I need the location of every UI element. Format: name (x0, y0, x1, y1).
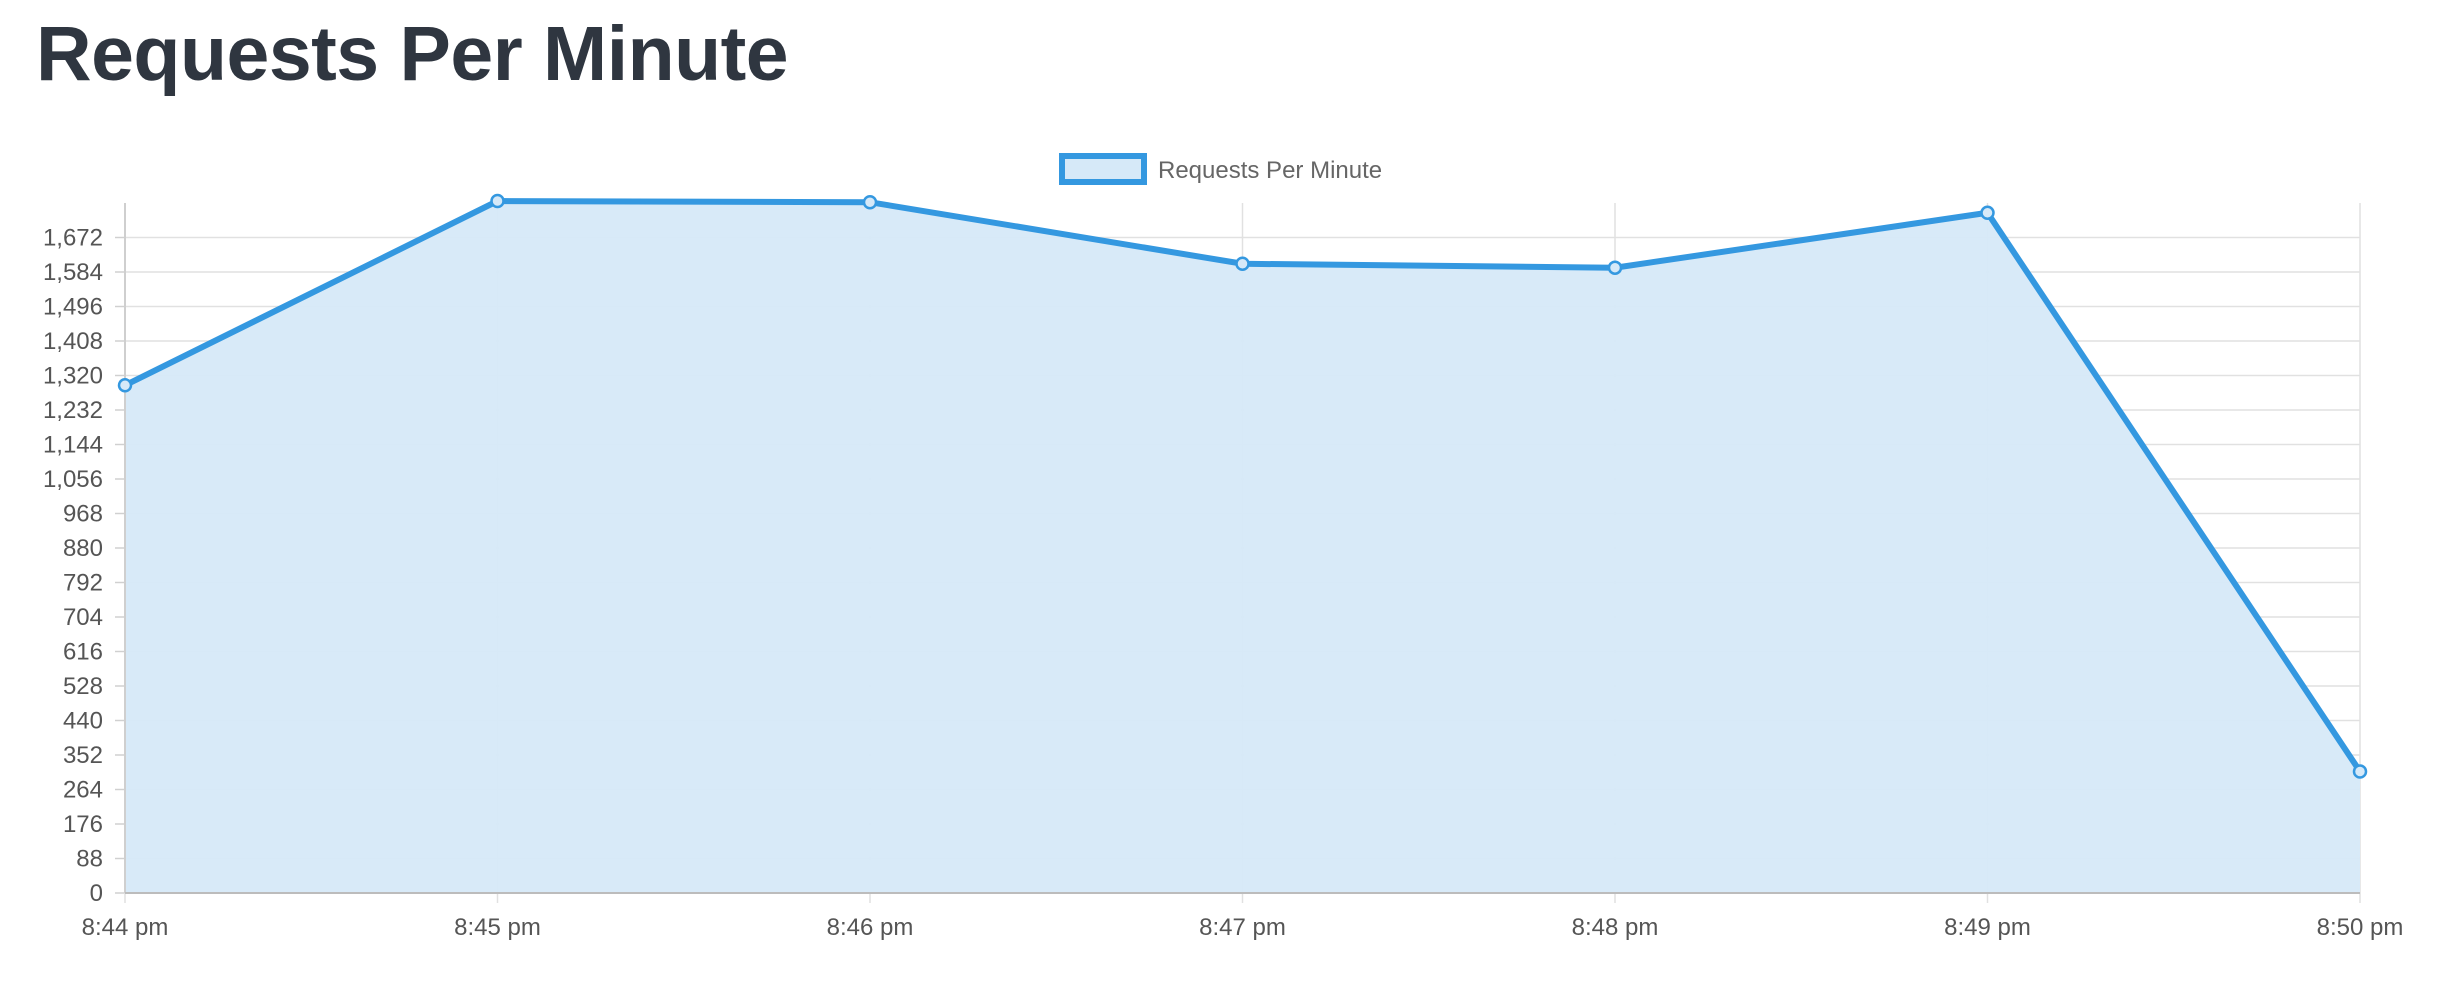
series-area-fill (125, 201, 2360, 893)
y-tick-label: 264 (63, 777, 103, 804)
data-point[interactable] (1607, 260, 1623, 275)
page-title: Requests Per Minute (36, 11, 789, 97)
axes (124, 203, 2360, 894)
data-point[interactable] (2352, 764, 2368, 779)
legend-swatch (1059, 153, 1147, 185)
y-tick-label: 440 (63, 708, 103, 735)
x-tick-label: 8:49 pm (1944, 914, 2031, 941)
y-tick-label: 528 (63, 673, 103, 700)
y-tick-label: 0 (90, 880, 103, 907)
x-tick-label: 8:48 pm (1572, 914, 1659, 941)
y-tick-label: 176 (63, 811, 103, 838)
x-tick-label: 8:47 pm (1199, 914, 1286, 941)
data-point[interactable] (490, 193, 505, 209)
legend-label: Requests Per Minute (1158, 157, 1382, 184)
x-tick-label: 8:46 pm (827, 914, 914, 941)
y-tick-label: 1,320 (43, 363, 103, 390)
data-point[interactable] (1980, 205, 1995, 221)
y-tick-label: 1,496 (43, 294, 103, 321)
y-tick-label: 968 (63, 501, 103, 528)
y-tick-label: 1,584 (43, 259, 103, 286)
y-tick-label: 1,232 (43, 397, 103, 424)
y-tick-label: 1,672 (43, 225, 103, 252)
y-tick-label: 1,408 (43, 328, 103, 355)
y-tick-label: 792 (63, 570, 103, 597)
data-point[interactable] (1235, 256, 1250, 272)
y-tick-label: 1,056 (43, 466, 103, 493)
area-fill-layer (125, 201, 2360, 893)
y-tick-label: 616 (63, 639, 103, 666)
y-tick-label: 88 (76, 846, 103, 873)
y-axis-tick-labels: 0 88 176 264 352 440 528 616 704 792 880 968 1,056 1,… (43, 225, 103, 908)
data-point[interactable] (862, 194, 878, 210)
x-tick-label: 8:50 pm (2317, 914, 2404, 941)
x-tick-label: 8:45 pm (454, 914, 541, 941)
data-point[interactable] (117, 378, 133, 393)
y-tick-label: 352 (63, 742, 103, 769)
data-points (117, 193, 2368, 779)
chart-legend[interactable]: Requests Per Minute (1059, 153, 1382, 185)
y-tick-label: 880 (63, 535, 103, 562)
y-tick-label: 704 (63, 604, 103, 631)
x-tick-label: 8:44 pm (82, 914, 169, 941)
y-tick-label: 1,144 (43, 432, 103, 459)
x-axis-tick-labels: 8:44 pm 8:45 pm 8:46 pm 8:47 pm 8:48 pm 8:49 … (82, 914, 2404, 941)
